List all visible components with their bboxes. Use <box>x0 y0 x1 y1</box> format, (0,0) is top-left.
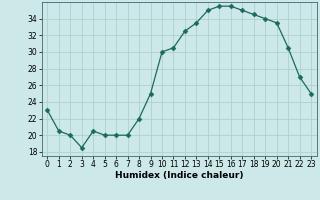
X-axis label: Humidex (Indice chaleur): Humidex (Indice chaleur) <box>115 171 244 180</box>
